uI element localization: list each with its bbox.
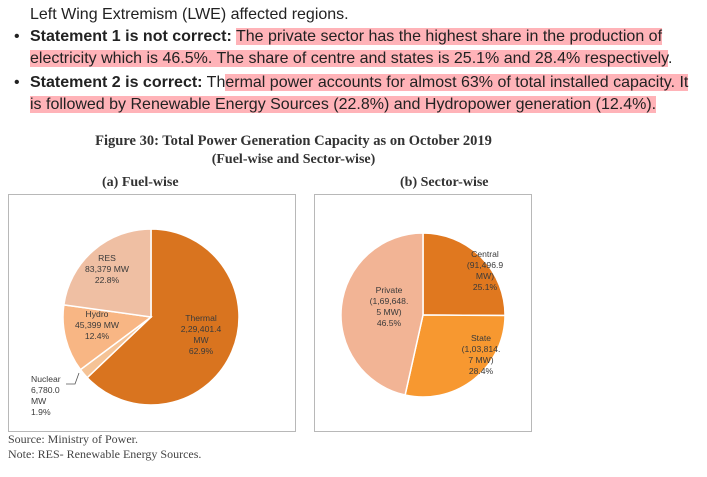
pie-slice-res: [62, 228, 152, 318]
figure-title: Figure 30: Total Power Generation Capaci…: [95, 133, 492, 149]
pie-slice-central: [422, 232, 506, 317]
figure-note: Note: RES- Renewable Energy Sources.: [8, 447, 202, 461]
figure-subtitle: (Fuel-wise and Sector-wise): [211, 152, 376, 167]
statement-2: • Statement 2 is correct: Thermal power …: [14, 72, 694, 116]
panel-a-title: (a) Fuel-wise: [102, 175, 179, 190]
figure-source: Source: Ministry of Power.: [8, 432, 138, 446]
fuel-wise-pie-chart: Thermal 2,29,401.4 MW 62.9% Nuclear 6,780.0 MW…: [31, 228, 240, 417]
pie-label-res: RES 83,379 MW 22.8%: [85, 253, 130, 285]
pie-slice-hydro: [62, 304, 153, 371]
statement-1-trailing: .: [667, 50, 673, 67]
statements-list: • Statement 1 is not correct: The privat…: [14, 26, 694, 118]
bullet-icon: •: [14, 28, 20, 45]
leader-line-nuclear: [66, 372, 80, 385]
sector-wise-pie-chart: Central (91,496.9 MW) 25.1% State (1,03,814. 7…: [340, 232, 506, 398]
pie-slice-private: [340, 232, 424, 396]
statement-2-label: Statement 2 is correct:: [30, 74, 203, 91]
pie-label-state: State (1,03,814. 7 MW) 28.4%: [462, 333, 501, 376]
panel-b-frame: Central (91,496.9 MW) 25.1% State (1,03,814. 7…: [314, 194, 532, 432]
statement-1-label: Statement 1 is not correct:: [30, 28, 232, 45]
panel-a-frame: Thermal 2,29,401.4 MW 62.9% Nuclear 6,780.0 MW…: [8, 194, 296, 432]
pie-label-private: Private (1,69,648. 5 MW) 46.5%: [370, 285, 409, 328]
pie-label-hydro: Hydro 45,399 MW 12.4%: [75, 309, 120, 341]
pie-slice-thermal: [86, 228, 240, 406]
statement-1: • Statement 1 is not correct: The privat…: [14, 26, 694, 70]
intro-text: Left Wing Extremism (LWE) affected regio…: [30, 6, 349, 23]
pie-label-central: Central (91,496.9 MW) 25.1%: [467, 249, 504, 292]
pie-label-nuclear: Nuclear 6,780.0 MW 1.9%: [31, 374, 61, 417]
pie-label-thermal: Thermal 2,29,401.4 MW 62.9%: [181, 313, 222, 356]
bullet-icon: •: [14, 74, 20, 91]
pie-slice-state: [404, 314, 506, 398]
panel-b-title: (b) Sector-wise: [400, 175, 489, 190]
statement-2-prefix: Th: [206, 74, 226, 91]
